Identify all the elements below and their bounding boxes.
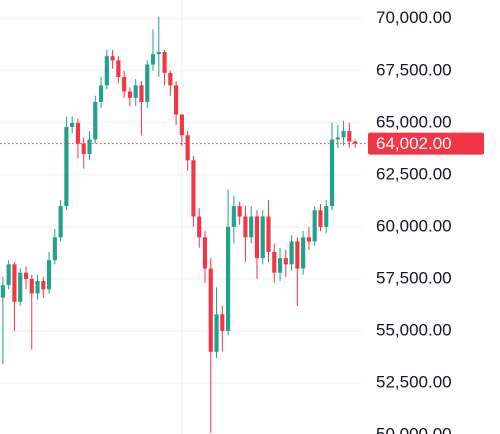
candle-body xyxy=(312,210,317,242)
candle-body xyxy=(202,237,208,269)
candle-body xyxy=(6,264,11,286)
candle-body xyxy=(70,122,75,127)
candle-body xyxy=(127,91,132,98)
candle-body xyxy=(318,210,323,227)
candle-body xyxy=(104,56,109,86)
y-tick-label: 65,000.00 xyxy=(376,112,452,131)
candle-body xyxy=(231,206,236,227)
candle-body xyxy=(249,216,254,238)
candle-body xyxy=(156,52,161,55)
candle-body xyxy=(47,260,52,290)
y-tick-label: 67,500.00 xyxy=(376,60,452,79)
candle-body xyxy=(29,278,34,294)
last-price-label: 64,002.00 xyxy=(376,134,452,153)
candle-body xyxy=(139,85,144,102)
y-tick-label: 62,500.00 xyxy=(376,164,452,183)
candle-body xyxy=(301,237,306,269)
candle-body xyxy=(87,139,92,155)
candle-body xyxy=(0,285,5,298)
candle-body xyxy=(306,237,311,242)
candle-body xyxy=(266,216,271,252)
candle-body xyxy=(23,272,29,279)
candle-body xyxy=(168,72,173,86)
y-tick-label: 57,500.00 xyxy=(376,268,452,287)
candle-body xyxy=(35,281,40,294)
candle-body xyxy=(335,137,340,140)
candle-body xyxy=(174,85,179,115)
candle-body xyxy=(283,258,288,265)
candle-body xyxy=(122,77,127,92)
candle-body xyxy=(260,216,265,259)
candle-body xyxy=(254,216,260,259)
candle-body xyxy=(145,64,150,102)
candle-body xyxy=(353,141,358,144)
candle-body xyxy=(329,139,335,207)
candle-body xyxy=(347,131,352,142)
y-tick-label: 52,500.00 xyxy=(376,372,452,391)
candle-body xyxy=(289,241,294,265)
candle-body xyxy=(185,135,190,161)
candle-body xyxy=(12,264,17,302)
y-tick-label: 50,000.00 xyxy=(376,425,452,434)
candle-body xyxy=(197,216,202,238)
candle-body xyxy=(214,314,219,352)
price-axis: 50,000.00 52,500.00 55,000.00 57,500.00 60,0… xyxy=(368,8,484,434)
candle-body xyxy=(64,126,69,207)
candle-body xyxy=(341,131,346,138)
candle-body xyxy=(58,206,63,238)
candle-body xyxy=(18,272,23,302)
candle-body xyxy=(52,237,57,261)
candle-body xyxy=(191,160,196,217)
candle-body xyxy=(150,54,156,65)
candle-body xyxy=(237,206,242,217)
candle-body xyxy=(208,268,213,352)
y-tick-label: 55,000.00 xyxy=(376,320,452,339)
candle-body xyxy=(272,251,277,273)
candle-body xyxy=(324,206,329,227)
candle-body xyxy=(110,56,115,61)
candle-body xyxy=(220,314,225,331)
last-price-box xyxy=(368,132,484,155)
candle-body xyxy=(162,52,167,73)
candle-body xyxy=(277,258,283,273)
candle-body xyxy=(226,226,231,331)
candle-body xyxy=(179,114,184,136)
candle-body xyxy=(116,60,121,78)
y-tick-label: 60,000.00 xyxy=(376,216,452,235)
y-tick-label: 70,000.00 xyxy=(376,8,452,27)
candle-body xyxy=(243,216,248,238)
candle-body xyxy=(98,85,104,102)
candle-body xyxy=(75,122,81,144)
candle-body xyxy=(93,101,98,140)
candle-body xyxy=(81,143,86,155)
candle-body xyxy=(41,281,46,290)
candles xyxy=(0,16,366,433)
candle-body xyxy=(133,85,138,98)
grid xyxy=(0,18,362,384)
candle-body xyxy=(295,241,300,269)
